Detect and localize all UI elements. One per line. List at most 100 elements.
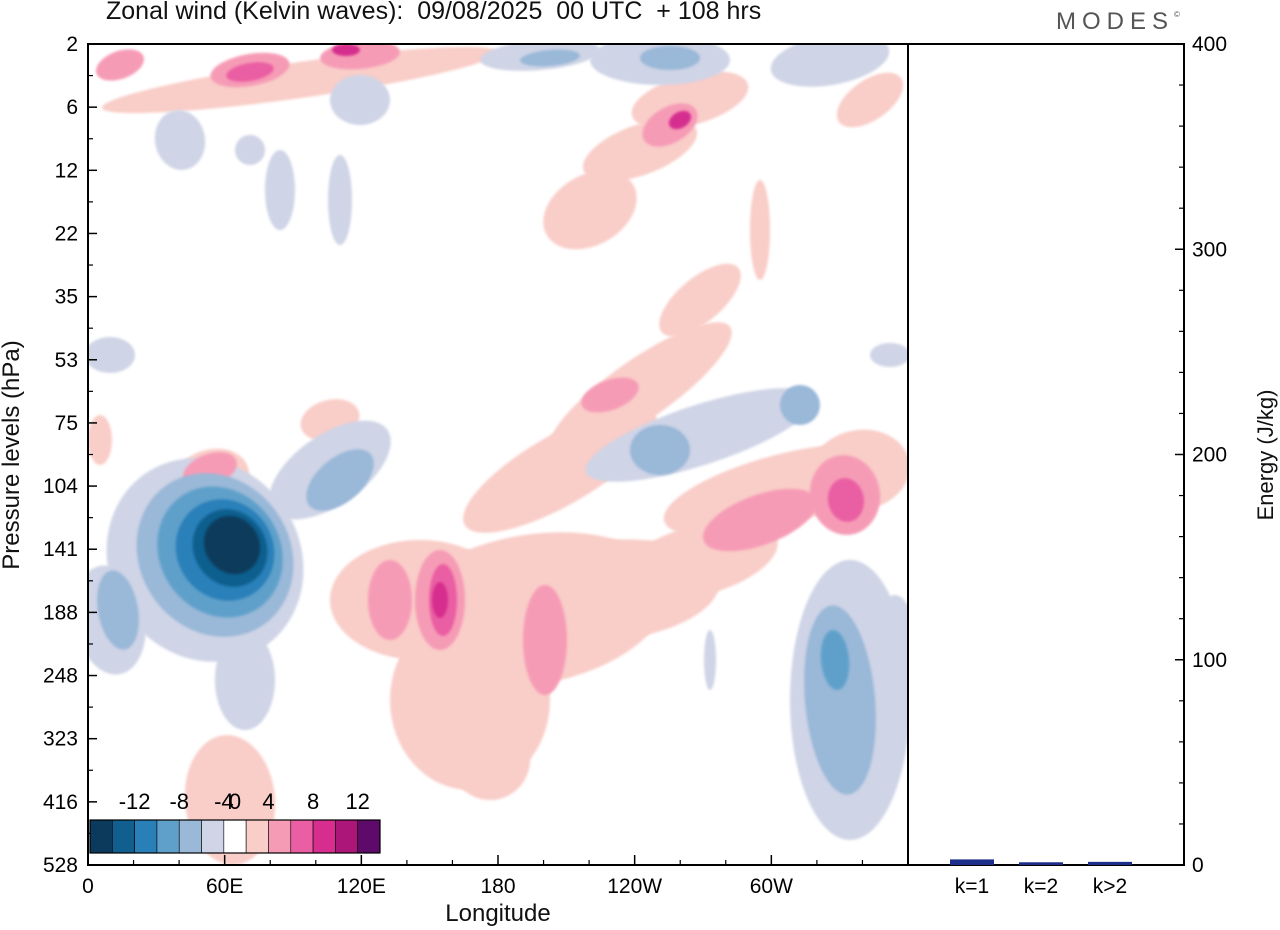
energy-tick-label: 400 (1192, 33, 1227, 56)
energy-bars: k=1 k=2 k>2 (950, 859, 1132, 898)
y-tick-label: 528 (43, 854, 78, 877)
positive-contour-level-1 (548, 322, 732, 458)
y-tick-label: 75 (55, 412, 78, 435)
negative-contour-level-2 (630, 425, 690, 475)
colorbar-swatch (156, 819, 180, 854)
y-tick-label: 141 (43, 538, 78, 561)
negative-contour-level-1 (235, 135, 265, 165)
colorbar-swatch (245, 819, 269, 854)
negative-contour-level-1 (215, 630, 275, 730)
y-tick-label: 53 (55, 349, 78, 372)
energy-bar-label: k=1 (955, 875, 989, 898)
energy-tick-label: 100 (1192, 649, 1227, 672)
y-tick-label: 323 (43, 728, 78, 751)
colorbar-label: 0 (229, 789, 241, 814)
energy-bar-label: k=2 (1024, 875, 1058, 898)
colorbar: -12 -8 -40 4 8 12 (89, 789, 381, 854)
colorbar-swatch (178, 819, 202, 854)
y-tick-label: 104 (43, 475, 78, 498)
negative-contour-level-1 (875, 595, 908, 685)
positive-contour-level-2 (702, 488, 818, 552)
y-axis-label: Pressure levels (hPa) (0, 340, 25, 570)
y-tick-label: 188 (43, 601, 78, 624)
brand-logo: MODES© (1056, 8, 1180, 35)
colorbar-swatch (312, 819, 336, 854)
colorbar-swatch (134, 819, 158, 854)
energy-axis-label: Energy (J/kg) (1253, 389, 1278, 521)
negative-contour-level-2 (97, 570, 139, 650)
positive-contour-level-2 (96, 49, 144, 81)
y-tick-label: 35 (55, 286, 78, 309)
energy-tick-label: 300 (1192, 238, 1227, 261)
positive-contour-level-4 (432, 582, 448, 618)
energy-frame (907, 43, 1185, 866)
x-axis: 0 60E 120E 180 120W 60W (82, 855, 864, 898)
colorbar-swatch (268, 819, 292, 854)
negative-contour-level-3 (820, 630, 850, 690)
positive-contour-level-2 (523, 585, 567, 695)
positive-contour-level-3 (226, 62, 274, 82)
energy-bar (1019, 862, 1063, 865)
colorbar-label: -8 (169, 789, 189, 814)
negative-contour-level-1 (265, 150, 295, 230)
colorbar-label: 12 (345, 789, 369, 814)
negative-contour-level-1 (88, 337, 135, 373)
positive-contour-level-2 (581, 377, 639, 413)
positive-contour-level-3 (827, 478, 865, 522)
positive-contour-level-2 (368, 560, 412, 640)
colorbar-label: -12 (119, 789, 151, 814)
x-tick-label: 60E (206, 875, 243, 898)
x-tick-label: 60W (750, 875, 793, 898)
negative-contour-level-2 (306, 449, 374, 511)
negative-contour-level-1 (770, 44, 890, 87)
positive-contour-level-4 (332, 44, 360, 56)
negative-contour-level-1 (870, 343, 908, 367)
negative-contour-level-2 (640, 46, 700, 70)
energy-axis: 0 100 200 300 400 (1175, 33, 1227, 877)
y-tick-label: 2 (66, 33, 78, 56)
x-tick-label: 0 (82, 875, 94, 898)
negative-contour-level-1 (330, 75, 390, 125)
positive-contour-level-1 (88, 415, 112, 465)
energy-tick-label: 200 (1192, 444, 1227, 467)
y-tick-label: 22 (55, 222, 78, 245)
energy-bar (1088, 861, 1132, 865)
contour-field (88, 44, 908, 865)
y-tick-label: 6 (66, 96, 78, 119)
negative-contour-level-2 (780, 385, 820, 425)
positive-contour-level-4 (668, 110, 692, 130)
colorbar-swatch (201, 819, 225, 854)
colorbar-label: 8 (307, 789, 319, 814)
colorbar-swatch (335, 819, 358, 854)
y-tick-label: 12 (55, 159, 78, 182)
positive-contour-level-1 (836, 72, 904, 128)
negative-contour-level-6 (203, 515, 261, 575)
colorbar-frame (89, 819, 381, 854)
y-axis: 2 6 12 22 35 53 75 104 141 188 248 323 416 528 (43, 33, 97, 877)
energy-tick-label: 0 (1192, 854, 1204, 877)
chart-title: Zonal wind (Kelvin waves): 09/08/2025 00… (106, 0, 762, 25)
colorbar-swatch (89, 819, 113, 854)
colorbar-swatch (223, 819, 247, 854)
positive-contour-level-1 (101, 46, 499, 114)
colorbar-swatch (290, 819, 314, 854)
positive-contour-level-1 (750, 180, 770, 280)
x-axis-label: Longitude (445, 900, 551, 927)
negative-contour-level-1 (154, 110, 206, 170)
energy-bar-label: k>2 (1093, 875, 1127, 898)
colorbar-label: 4 (262, 789, 274, 814)
positive-contour-level-1 (450, 720, 530, 800)
x-tick-label: 120E (337, 875, 386, 898)
colorbar-swatch (357, 819, 381, 854)
positive-contour-level-1 (543, 170, 637, 250)
positive-contour-level-1 (659, 263, 741, 337)
colorbar-swatch (112, 819, 135, 854)
colorbar-label: -4 (214, 789, 234, 814)
y-tick-label: 416 (43, 791, 78, 814)
negative-contour-level-2 (520, 49, 580, 67)
y-tick-label: 248 (43, 665, 78, 688)
brand-text: MODES (1056, 8, 1175, 35)
x-tick-label: 180 (480, 875, 515, 898)
energy-bar (950, 859, 994, 865)
